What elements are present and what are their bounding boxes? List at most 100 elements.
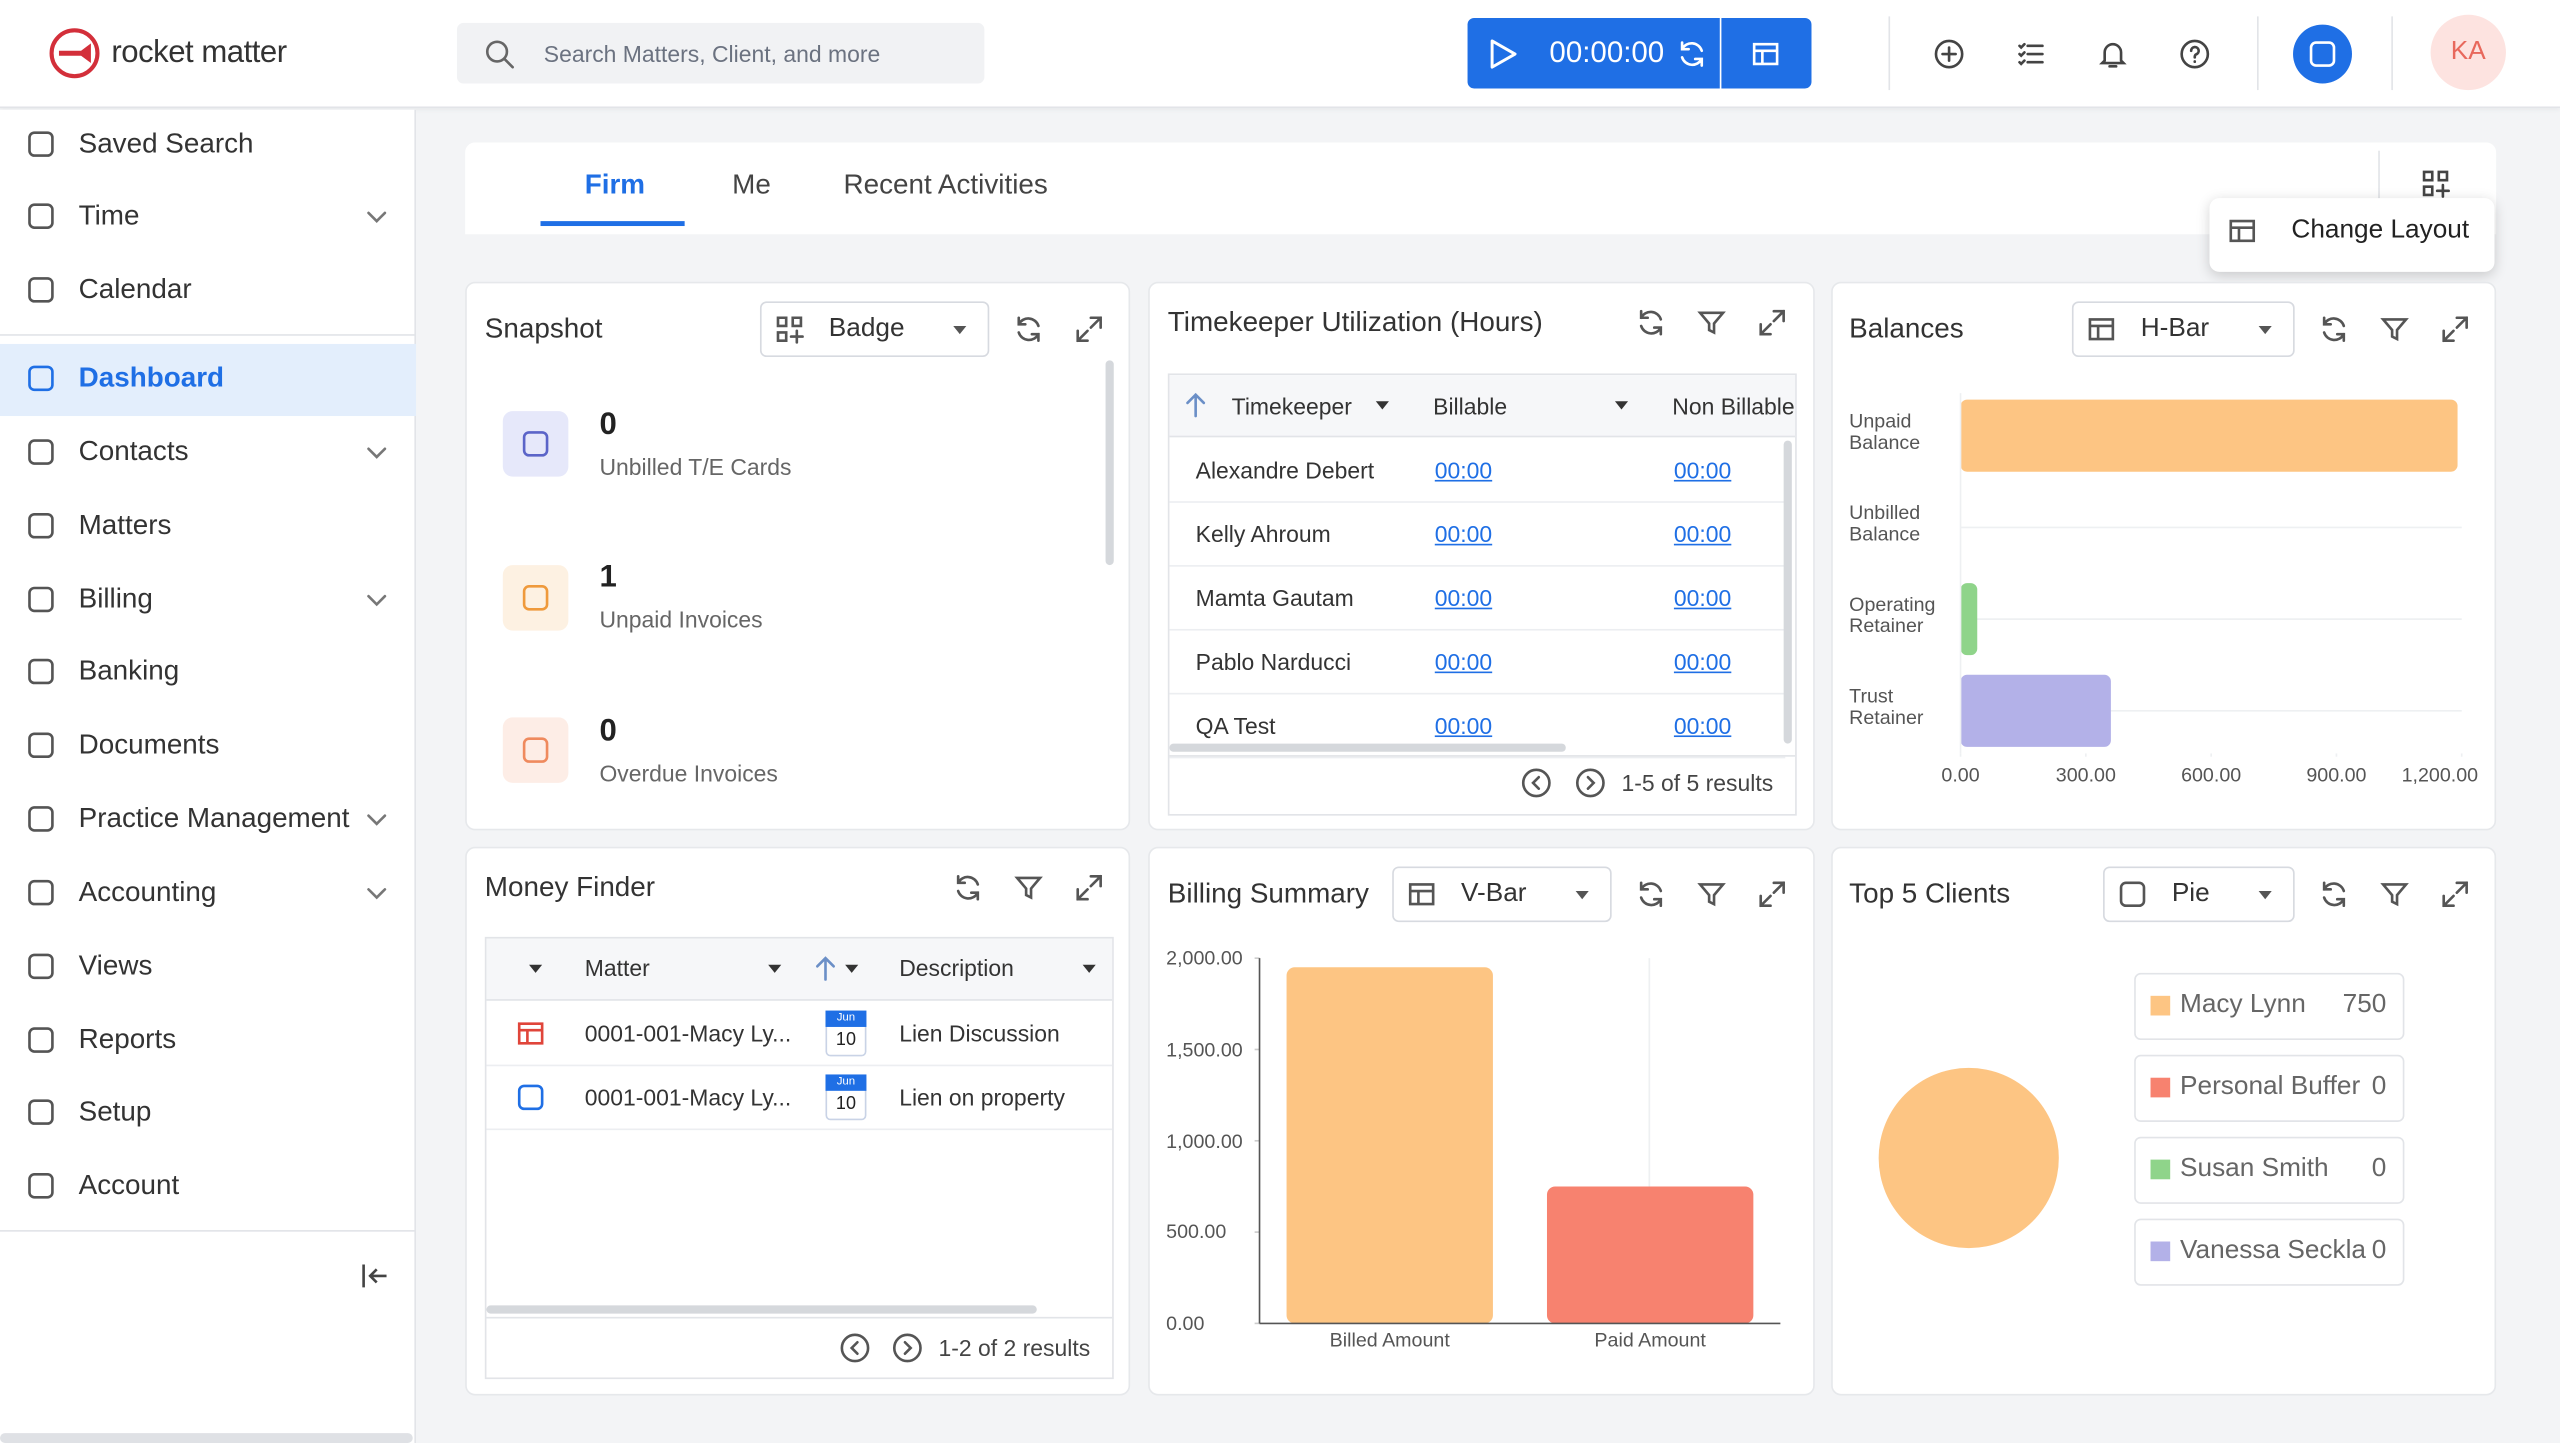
nav-item[interactable] [0,1151,416,1220]
filter-button[interactable] [1695,878,1728,911]
nav-icon [28,439,54,465]
avatar[interactable]: KA [2430,14,2506,91]
column-menu[interactable] [758,952,791,985]
layout-button[interactable] [2419,167,2452,200]
expand-button[interactable] [1756,306,1789,339]
dropdown-caret [2258,325,2272,335]
next-page[interactable] [1574,767,1607,800]
refresh-button[interactable] [2318,313,2351,346]
nonbillable-link[interactable]: 00:00 [1673,456,1732,483]
legend-item[interactable] [2134,1054,2405,1122]
plus-button[interactable] [1933,38,1966,71]
billable-link[interactable]: 00:00 [1434,648,1493,675]
nonbillable-link[interactable]: 00:00 [1673,648,1732,675]
nav-item[interactable] [0,182,416,251]
filter-button[interactable] [2378,313,2411,346]
badge-count: 0 [599,407,617,442]
nav-label: Calendar [78,273,192,305]
timesheet-icon[interactable] [1749,38,1782,71]
search-icon[interactable] [483,38,516,71]
bell-button[interactable] [2096,38,2129,71]
nav-label: Time [78,199,140,231]
play-icon[interactable] [1484,36,1520,72]
next-page[interactable] [891,1332,924,1365]
tab[interactable]: Firm [584,168,646,200]
column-menu[interactable] [1605,388,1638,421]
search-box[interactable] [456,22,985,84]
nav-item[interactable] [0,1006,416,1075]
column-header[interactable]: Timekeeper [1231,392,1352,420]
nav-item[interactable] [0,932,416,1001]
chat-icon[interactable] [2306,38,2339,71]
column-menu[interactable] [1073,952,1106,985]
icon-shape [2018,42,2044,66]
billable-link[interactable]: 00:00 [1434,520,1493,547]
column-menu[interactable] [1366,388,1399,421]
filter-button[interactable] [1012,871,1045,904]
billable-link[interactable]: 00:00 [1434,712,1493,739]
tab[interactable]: Me [732,168,771,200]
timer-button[interactable] [1467,18,1720,89]
column-menu[interactable] [519,952,552,985]
badge-count: 1 [599,560,617,595]
nonbillable-link[interactable]: 00:00 [1673,584,1732,611]
nav-item[interactable] [0,256,416,325]
nav-item[interactable] [0,637,416,706]
filter-button[interactable] [1695,306,1728,339]
list-button[interactable] [2015,38,2048,71]
change-layout-menu[interactable] [2209,198,2495,272]
timekeeper-name: Mamta Gautam [1195,584,1354,611]
timesheet-button[interactable] [1721,18,1812,89]
billable-link[interactable]: 00:00 [1434,456,1493,483]
help-button[interactable] [2178,38,2211,71]
refresh-button[interactable] [1635,306,1668,339]
nav-item[interactable] [0,491,416,560]
icon-shape [28,277,54,303]
tab[interactable]: Recent Activities [843,168,1048,200]
nav-expand[interactable] [360,803,393,836]
legend-item[interactable] [2134,1136,2405,1204]
nav-expand[interactable] [360,436,393,469]
column-header[interactable]: Description [899,954,1014,981]
expand-button[interactable] [1073,871,1106,904]
prev-page[interactable] [839,1332,872,1365]
refresh-button[interactable] [2318,878,2351,911]
expand-button[interactable] [2439,313,2472,346]
expand-button[interactable] [2439,878,2472,911]
expand-button[interactable] [1073,313,1106,346]
refresh-button[interactable] [1012,313,1045,346]
icon-shape [1186,392,1206,418]
column-header[interactable]: Non Billable [1672,392,1795,420]
nav-expand[interactable] [360,200,393,233]
pie-chart [1878,1067,2059,1249]
icon-shape [517,1022,544,1045]
nav-expand[interactable] [360,876,393,909]
column-menu[interactable] [835,952,868,985]
sort-icon[interactable] [1179,388,1212,421]
expand-button[interactable] [1756,878,1789,911]
refresh-button[interactable] [952,871,985,904]
icon-shape [2442,881,2468,908]
view-dropdown[interactable] [759,301,990,358]
nav-icon [28,658,54,685]
collapse-button[interactable] [359,1260,392,1293]
nonbillable-link[interactable]: 00:00 [1673,520,1732,547]
sort-icon[interactable] [809,952,842,985]
view-dropdown[interactable] [2071,301,2295,358]
column-header[interactable]: Billable [1433,392,1508,420]
chat-button[interactable] [2293,24,2352,84]
nav-expand[interactable] [360,583,393,616]
billable-link[interactable]: 00:00 [1434,584,1493,611]
legend-item[interactable] [2134,972,2405,1041]
nav-item[interactable] [0,1078,416,1147]
nonbillable-link[interactable]: 00:00 [1673,712,1732,739]
legend-item[interactable] [2134,1218,2405,1286]
nav-item[interactable] [0,418,416,487]
refresh-button[interactable] [1635,878,1668,911]
prev-page[interactable] [1520,767,1553,800]
column-header[interactable]: Matter [584,954,650,981]
nav-item[interactable] [0,565,416,634]
timer-history[interactable] [1676,38,1709,71]
view-dropdown[interactable] [1392,866,1612,923]
filter-button[interactable] [2378,878,2411,911]
